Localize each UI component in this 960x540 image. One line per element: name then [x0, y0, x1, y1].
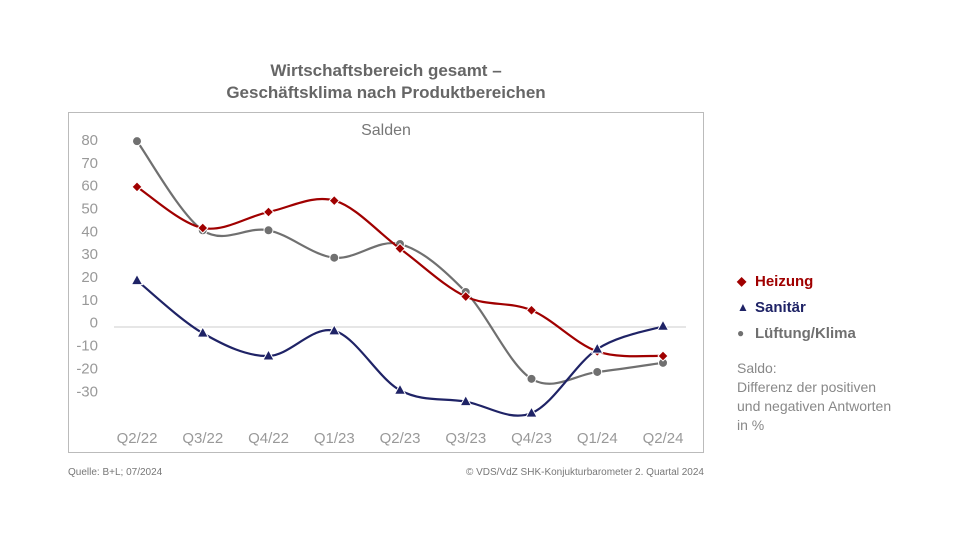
- y-tick-label: 80: [81, 132, 98, 149]
- y-tick-label: 0: [90, 315, 98, 332]
- y-tick-label: 30: [81, 246, 98, 263]
- y-tick-label: 20: [81, 269, 98, 286]
- data-point-diamond: [131, 181, 143, 193]
- y-tick-label: -20: [76, 360, 98, 377]
- note-text: Differenz der positiven und negativen An…: [737, 379, 892, 433]
- x-tick-label: Q3/23: [445, 430, 486, 447]
- legend-item-sanitaer: ▲ Sanitär: [737, 294, 856, 320]
- data-point-diamond: [197, 222, 209, 234]
- circle-marker-icon: ●: [737, 326, 745, 340]
- series-line-1: [136, 279, 664, 417]
- y-tick-label: 10: [81, 292, 98, 309]
- data-point-triangle: [525, 406, 538, 418]
- legend: ◆ Heizung ▲ Sanitär ● Lüftung/Klima: [737, 268, 856, 346]
- x-tick-label: Q2/22: [117, 430, 158, 447]
- series-line-0: [136, 185, 664, 358]
- x-tick-label: Q2/23: [380, 430, 421, 447]
- plot-frame: [68, 112, 704, 453]
- data-point-triangle: [459, 394, 473, 407]
- x-tick-label: Q2/24: [643, 430, 684, 447]
- data-point-diamond: [460, 290, 472, 303]
- data-point-diamond: [657, 350, 669, 362]
- x-tick-label: Q1/23: [314, 430, 355, 447]
- series-line-2: [136, 140, 664, 385]
- data-point-diamond: [394, 242, 406, 255]
- data-point-circle: [329, 252, 340, 263]
- legend-label: Heizung: [755, 272, 814, 290]
- data-point-diamond: [525, 304, 538, 316]
- y-tick-label: -30: [76, 383, 98, 400]
- legend-item-heizung: ◆ Heizung: [737, 268, 856, 294]
- x-tick-label: Q3/22: [182, 430, 223, 447]
- x-tick-label: Q4/23: [511, 430, 552, 447]
- y-tick-label: 40: [81, 223, 98, 240]
- y-tick-label: 70: [81, 155, 98, 172]
- data-point-triangle: [262, 348, 275, 361]
- x-tick-label: Q1/24: [577, 430, 618, 447]
- chart-title: Wirtschaftsbereich gesamt – Geschäftskli…: [68, 60, 704, 104]
- title-line-1: Wirtschaftsbereich gesamt –: [270, 61, 502, 80]
- chart-subtitle: Salden: [361, 122, 411, 139]
- triangle-marker-icon: ▲: [737, 300, 749, 314]
- y-tick-label: -10: [76, 338, 98, 355]
- diamond-marker-icon: ◆: [737, 274, 747, 288]
- data-point-circle: [132, 136, 142, 147]
- data-point-diamond: [328, 194, 340, 207]
- data-point-triangle: [656, 319, 670, 331]
- data-point-triangle: [327, 323, 341, 336]
- data-point-circle: [592, 366, 603, 377]
- data-point-triangle: [196, 326, 210, 338]
- legend-item-lueftung: ● Lüftung/Klima: [737, 320, 856, 346]
- source-text: Quelle: B+L; 07/2024: [68, 467, 163, 478]
- data-point-diamond: [262, 206, 275, 218]
- data-point-triangle: [130, 273, 144, 286]
- data-point-triangle: [393, 383, 407, 395]
- x-tick-label: Q4/22: [248, 430, 289, 447]
- y-tick-label: 50: [81, 200, 98, 217]
- data-point-triangle: [590, 342, 604, 354]
- y-tick-label: 60: [81, 178, 98, 195]
- title-line-2: Geschäftsklima nach Produktbereichen: [226, 83, 546, 102]
- legend-label: Sanitär: [755, 298, 806, 316]
- data-point-circle: [263, 225, 274, 236]
- saldo-note: Saldo: Differenz der positiven und negat…: [737, 359, 891, 435]
- data-point-circle: [526, 373, 537, 384]
- note-title: Saldo:: [737, 360, 777, 376]
- legend-label: Lüftung/Klima: [755, 324, 856, 342]
- copyright-text: © VDS/VdZ SHK-Konjukturbarometer 2. Quar…: [465, 467, 704, 478]
